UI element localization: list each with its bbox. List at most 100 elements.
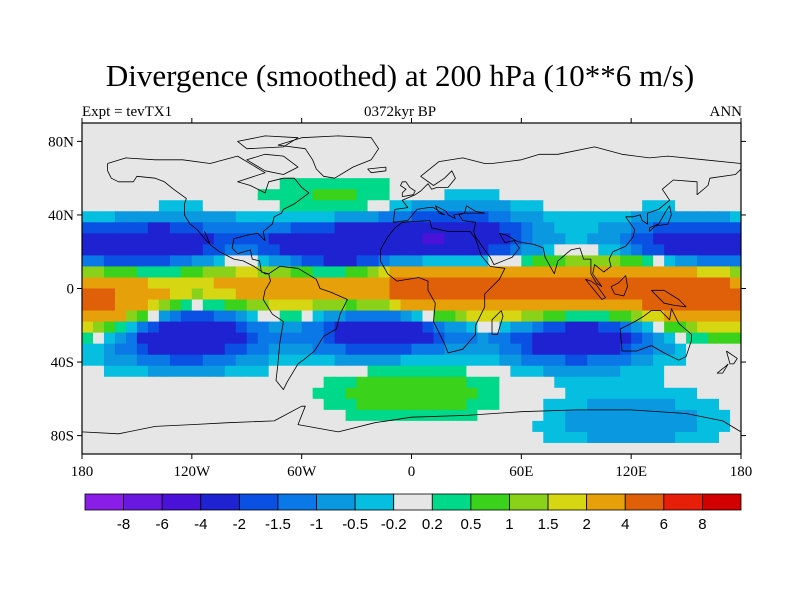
contour-cell	[224, 431, 237, 444]
contour-cell	[664, 266, 676, 279]
coast-greenland	[277, 135, 380, 179]
contour-cell	[444, 387, 457, 400]
contour-cell	[136, 398, 149, 411]
contour-cell	[202, 387, 215, 400]
contour-cell	[367, 409, 380, 422]
contour-cell	[686, 134, 698, 146]
contour-cell	[609, 277, 621, 290]
contour-cell	[114, 156, 127, 168]
contour-cell	[125, 387, 138, 400]
contour-cell	[125, 200, 138, 212]
contour-cell	[719, 288, 731, 301]
contour-cell	[411, 167, 424, 179]
contour-cell	[367, 376, 380, 389]
contour-cell	[301, 255, 314, 268]
contour-cell	[466, 376, 478, 389]
contour-cell	[477, 398, 489, 411]
contour-cell	[598, 431, 610, 444]
contour-cell	[202, 145, 215, 157]
contour-cell	[323, 123, 336, 135]
contour-cell	[125, 321, 138, 334]
contour-cell	[576, 123, 588, 135]
contour-cell	[301, 266, 314, 279]
contour-cell	[543, 134, 555, 146]
contour-cell	[521, 398, 533, 411]
contour-cell	[609, 420, 621, 433]
contour-cell	[708, 332, 720, 345]
contour-cell	[488, 332, 500, 345]
contour-cell	[268, 420, 281, 433]
contour-cell	[92, 343, 105, 356]
contour-cell	[587, 376, 599, 389]
contour-cell	[202, 332, 215, 345]
contour-cell	[477, 244, 489, 256]
contour-cell	[609, 123, 621, 135]
contour-cell	[631, 288, 643, 301]
contour-cell	[389, 431, 402, 444]
contour-cell	[730, 376, 741, 389]
contour-cell	[323, 156, 336, 168]
contour-cell	[466, 288, 478, 301]
contour-cell	[675, 299, 687, 312]
contour-cell	[103, 134, 116, 146]
contour-cell	[565, 255, 577, 268]
contour-cell	[246, 420, 259, 433]
contour-cell	[136, 277, 149, 290]
contour-cell	[345, 211, 358, 223]
contour-cell	[356, 167, 369, 179]
contour-cell	[532, 178, 544, 190]
contour-cell	[708, 398, 720, 411]
contour-cell	[191, 134, 204, 146]
contour-cell	[356, 398, 369, 411]
contour-cell	[455, 167, 468, 179]
colorbar-swatch	[238, 493, 279, 511]
contour-cell	[158, 244, 171, 256]
contour-cell	[422, 310, 435, 323]
contour-cell	[554, 442, 566, 454]
contour-cell	[510, 134, 522, 146]
contour-cell	[202, 255, 215, 268]
contour-cell	[136, 431, 149, 444]
contour-cell	[444, 310, 457, 323]
contour-cell	[213, 354, 226, 367]
contour-cell	[620, 222, 632, 234]
contour-cell	[697, 431, 709, 444]
contour-cell	[268, 178, 281, 190]
contour-cell	[191, 354, 204, 367]
contour-cell	[576, 288, 588, 301]
contour-cell	[543, 420, 555, 433]
contour-cell	[400, 156, 413, 168]
contour-cell	[664, 145, 676, 157]
contour-cell	[334, 211, 347, 223]
contour-cell	[444, 398, 457, 411]
contour-cell	[389, 189, 402, 201]
contour-cell	[345, 354, 358, 367]
contour-cell	[730, 420, 741, 433]
contour-cell	[356, 244, 369, 256]
contour-cell	[92, 123, 105, 135]
contour-cell	[411, 376, 424, 389]
contour-cell	[125, 310, 138, 323]
contour-cell	[224, 211, 237, 223]
contour-cell	[169, 310, 182, 323]
contour-cell	[411, 189, 424, 201]
contour-cell	[587, 145, 599, 157]
contour-cell	[147, 365, 160, 378]
contour-cell	[279, 409, 292, 422]
contour-cell	[301, 376, 314, 389]
contour-cell	[136, 134, 149, 146]
contour-cell	[334, 178, 347, 190]
contour-cell	[82, 343, 94, 356]
contour-cell	[686, 343, 698, 356]
contour-cell	[147, 310, 160, 323]
contour-cell	[345, 178, 358, 190]
contour-cell	[532, 321, 544, 334]
contour-cell	[576, 343, 588, 356]
contour-cell	[422, 288, 435, 301]
contour-cell	[367, 398, 380, 411]
contour-cell	[532, 387, 544, 400]
contour-cell	[400, 420, 413, 433]
contour-cell	[488, 134, 500, 146]
contour-cell	[455, 332, 468, 345]
contour-cell	[312, 387, 325, 400]
